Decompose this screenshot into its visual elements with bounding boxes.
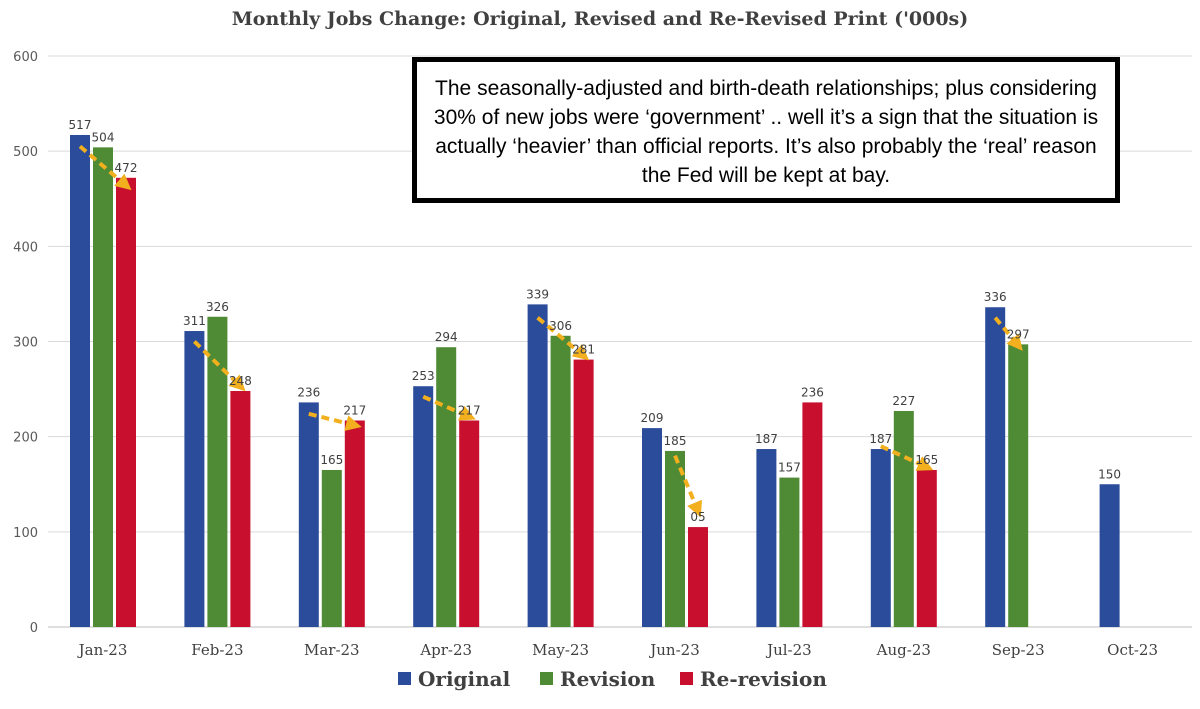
bar (298, 402, 319, 627)
x-tick-label: May-23 (532, 641, 589, 659)
data-label: 165 (320, 453, 343, 467)
data-label: 217 (458, 403, 481, 417)
bar (573, 359, 594, 627)
bar (870, 449, 891, 627)
x-tick-label: Mar-23 (304, 641, 360, 659)
x-tick-label: Sep-23 (992, 641, 1045, 659)
data-label: 165 (915, 453, 938, 467)
data-label: 157 (778, 461, 801, 475)
data-label: 187 (869, 432, 892, 446)
data-label: 281 (572, 343, 595, 357)
x-axis: Jan-23 Feb-23 Mar-23 Apr-23 May-23 Jun-23 Jul-… (77, 641, 1158, 659)
bar (779, 477, 800, 627)
data-label: 187 (755, 432, 778, 446)
data-label: 294 (435, 330, 458, 344)
x-tick-label: Jan-23 (77, 641, 128, 659)
data-label: 517 (69, 118, 92, 132)
bar (207, 316, 228, 627)
data-label: 227 (892, 394, 915, 408)
y-axis: 0 100 200 300 400 500 600 (13, 50, 38, 636)
bar (184, 331, 205, 627)
legend-swatch (398, 672, 411, 685)
data-label: 209 (641, 411, 664, 425)
annotation-arrow (422, 394, 476, 421)
data-label: 504 (92, 130, 115, 144)
annotation-box: The seasonally-adjusted and birth-death … (412, 57, 1120, 203)
x-tick-label: Jun-23 (648, 641, 700, 659)
legend-label: Re-revision (700, 667, 827, 691)
annotation-arrow (78, 144, 132, 191)
bar (70, 134, 90, 627)
bar (527, 304, 548, 627)
bar (916, 469, 937, 627)
annotation-arrow (993, 316, 1023, 351)
bar (436, 347, 457, 627)
legend-label: Revision (560, 667, 656, 691)
annotation-arrow (879, 444, 934, 471)
y-tick-label: 300 (13, 336, 38, 351)
legend: Original Revision Re-revision (398, 667, 827, 691)
data-label: 248 (229, 374, 252, 388)
annotation-arrow (193, 340, 246, 392)
annotation-arrows (78, 144, 1023, 518)
bar (321, 469, 342, 627)
bar (642, 428, 662, 627)
x-tick-label: Jul-23 (765, 641, 812, 659)
y-tick-label: 400 (13, 240, 38, 255)
x-tick-label: Aug-23 (876, 641, 931, 659)
data-label: 472 (115, 161, 138, 175)
data-label: 339 (526, 287, 549, 301)
bars (70, 134, 1120, 628)
data-label: 05 (690, 510, 705, 524)
x-tick-label: Apr-23 (419, 641, 472, 659)
legend-label: Original (418, 667, 511, 691)
bar (116, 177, 136, 627)
bar (1008, 344, 1029, 627)
data-label: 326 (206, 300, 229, 314)
y-tick-label: 200 (13, 431, 38, 446)
bar (665, 450, 685, 627)
x-tick-label: Feb-23 (191, 641, 243, 659)
data-labels: 517 311 236 253 339 209 187 187 336 150 504 326 165 2… (69, 118, 1122, 524)
bar (459, 420, 480, 627)
x-tick-label: Oct-23 (1107, 641, 1158, 659)
bar (802, 402, 823, 627)
data-label: 217 (343, 403, 366, 417)
annotation-arrow (536, 316, 590, 361)
data-label: 236 (297, 385, 320, 399)
y-tick-label: 100 (13, 526, 38, 541)
annotation-arrow (308, 411, 362, 431)
bar (344, 420, 365, 627)
data-label: 185 (664, 434, 687, 448)
data-label: 336 (984, 290, 1007, 304)
data-label: 306 (549, 319, 572, 333)
legend-swatch (540, 672, 553, 685)
bar (893, 410, 914, 627)
bar (230, 390, 251, 627)
data-label: 150 (1098, 467, 1121, 481)
data-label: 311 (183, 314, 206, 328)
bar (985, 307, 1006, 627)
bar (413, 386, 434, 627)
bar (756, 449, 777, 627)
y-tick-label: 0 (30, 621, 38, 636)
data-label: 253 (412, 369, 435, 383)
data-label: 236 (801, 385, 824, 399)
bar (550, 335, 571, 627)
annotation-arrow (673, 454, 702, 518)
legend-swatch (680, 672, 693, 685)
bar (93, 147, 113, 628)
bar (1099, 484, 1120, 627)
bar (688, 527, 708, 627)
annotation-text: The seasonally-adjusted and birth-death … (433, 77, 1099, 187)
data-label: 297 (1007, 327, 1030, 341)
chart-title: Monthly Jobs Change: Original, Revised a… (232, 8, 968, 30)
y-tick-label: 600 (13, 50, 38, 65)
y-tick-label: 500 (13, 145, 38, 160)
